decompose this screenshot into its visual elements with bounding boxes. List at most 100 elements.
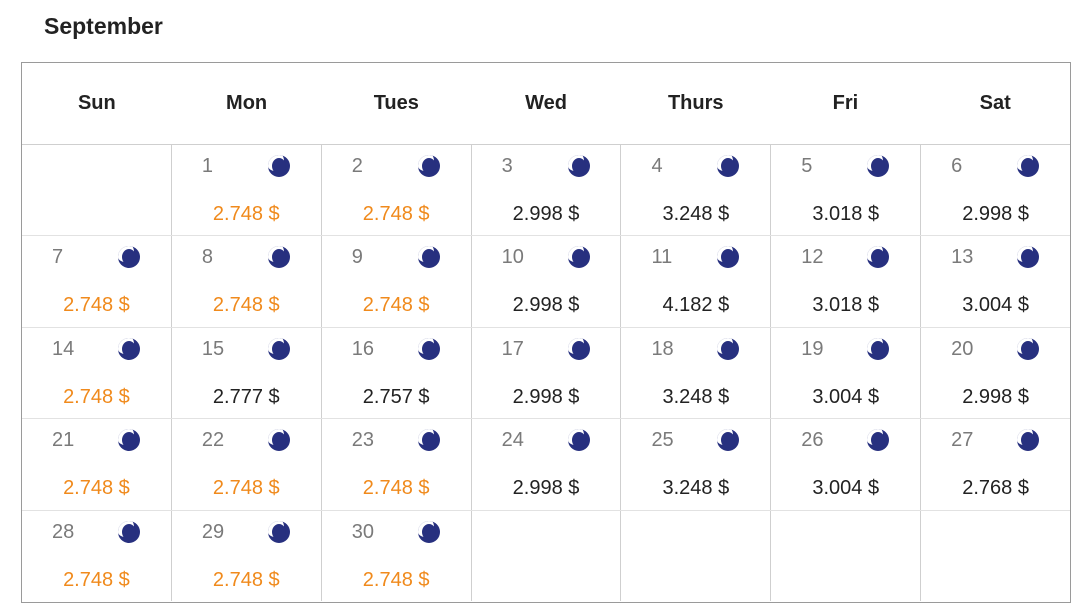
day-number: 22: [201, 429, 225, 452]
moon-icon: [118, 246, 140, 269]
calendar-day-cell[interactable]: 6 2.998 $: [920, 145, 1070, 236]
calendar-day-cell[interactable]: 17 2.998 $: [470, 327, 621, 419]
moon-icon: [567, 246, 590, 269]
day-price: 3.004 $: [812, 385, 880, 408]
calendar-day-cell[interactable]: 9 2.748 $: [320, 236, 471, 327]
day-price: 2.768 $: [962, 477, 1029, 500]
day-number: 4: [651, 155, 663, 177]
moon-icon: [567, 155, 590, 177]
day-number: 8: [201, 246, 213, 269]
calendar-day-cell[interactable]: 7 2.748 $: [22, 236, 171, 326]
calendar-day-cell[interactable]: 13 3.004 $: [920, 236, 1070, 327]
calendar-day-cell[interactable]: 27 2.768 $: [920, 419, 1070, 510]
day-price: 3.248 $: [662, 385, 730, 408]
day-number: 21: [52, 429, 75, 452]
day-price: 2.748 $: [63, 477, 130, 500]
day-price: 2.748 $: [63, 568, 130, 591]
day-number: 15: [201, 337, 225, 360]
calendar-week-row: 14 2.748 $ 15 2.777 $ 16 2.757 $ 17 2.998 $ 18 3.…: [22, 326, 1070, 419]
moon-icon: [567, 429, 590, 452]
moon-icon: [717, 155, 740, 177]
moon-icon: [417, 520, 440, 543]
day-price: 2.748 $: [212, 294, 280, 317]
day-number: 14: [52, 337, 75, 360]
calendar-day-cell[interactable]: 11 4.182 $: [620, 236, 770, 327]
empty-day-cell: [620, 510, 770, 601]
moon-icon: [867, 337, 890, 360]
moon-icon: [1017, 246, 1040, 269]
day-number: 23: [351, 429, 374, 452]
calendar-day-cell[interactable]: 28 2.748 $: [22, 511, 171, 601]
day-price: 2.748 $: [362, 568, 430, 591]
calendar-grid: 1 2.748 $ 2 2.748 $ 3 2.998 $ 4 3.248 $ 5 3.018 $…: [22, 144, 1070, 601]
calendar-day-cell[interactable]: 30 2.748 $: [320, 510, 471, 601]
day-price: 2.748 $: [212, 477, 280, 500]
moon-icon: [1017, 429, 1040, 452]
calendar-day-cell[interactable]: 18 3.248 $: [620, 327, 770, 419]
calendar-day-cell[interactable]: 2 2.748 $: [320, 145, 471, 236]
day-number: 29: [201, 520, 225, 543]
weekday-header: Tues: [373, 92, 419, 114]
day-number: 27: [951, 429, 974, 452]
day-price: 3.018 $: [812, 203, 880, 225]
moon-icon: [118, 520, 140, 543]
calendar-day-cell[interactable]: 16 2.757 $: [320, 327, 471, 419]
calendar-day-cell[interactable]: 14 2.748 $: [22, 328, 171, 418]
moon-icon: [267, 429, 290, 452]
moon-icon: [267, 337, 290, 360]
calendar-day-cell[interactable]: 3 2.998 $: [470, 145, 621, 236]
calendar-week-row: 1 2.748 $ 2 2.748 $ 3 2.998 $ 4 3.248 $ 5 3.018 $…: [22, 144, 1070, 236]
calendar-day-cell[interactable]: 8 2.748 $: [170, 236, 321, 327]
empty-day-cell: [770, 510, 920, 601]
day-number: 20: [951, 337, 974, 360]
calendar-day-cell[interactable]: 26 3.004 $: [770, 419, 920, 510]
calendar-day-cell[interactable]: 21 2.748 $: [22, 419, 171, 509]
calendar-day-cell[interactable]: 5 3.018 $: [770, 145, 920, 236]
calendar-day-cell[interactable]: 4 3.248 $: [620, 145, 770, 236]
moon-icon: [267, 520, 290, 543]
day-price: 2.748 $: [212, 568, 280, 591]
day-number: 6: [951, 155, 963, 177]
day-price: 2.748 $: [362, 477, 430, 500]
day-price: 2.748 $: [63, 294, 130, 317]
calendar-day-cell[interactable]: 10 2.998 $: [470, 236, 621, 327]
calendar-day-cell[interactable]: 1 2.748 $: [170, 145, 321, 236]
moon-icon: [267, 155, 290, 177]
day-number: 25: [651, 429, 674, 452]
empty-day-cell: [470, 510, 621, 601]
day-price: 2.998 $: [512, 385, 580, 408]
day-number: 18: [651, 337, 674, 360]
day-price: 3.248 $: [662, 203, 730, 225]
day-price: 3.018 $: [812, 294, 880, 317]
day-number: 9: [351, 246, 363, 269]
day-number: 17: [501, 337, 524, 360]
day-price: 2.998 $: [512, 477, 580, 500]
day-price: 2.998 $: [962, 203, 1029, 225]
weekday-header: Thurs: [667, 92, 724, 114]
calendar-day-cell[interactable]: 23 2.748 $: [320, 419, 471, 510]
calendar-day-cell[interactable]: 24 2.998 $: [470, 419, 621, 510]
day-price: 3.248 $: [662, 477, 730, 500]
weekday-header: Sat: [979, 92, 1011, 114]
moon-icon: [417, 429, 440, 452]
moon-icon: [867, 155, 890, 177]
day-number: 28: [52, 520, 75, 543]
moon-icon: [567, 337, 590, 360]
calendar-week-row: 28 2.748 $ 29 2.748 $ 30 2.748 $: [22, 509, 1070, 601]
weekday-header-row: Sun Mon Tues Wed Thurs Fri Sat: [22, 63, 1070, 144]
day-price: 2.998 $: [962, 385, 1029, 408]
calendar-day-cell[interactable]: 29 2.748 $: [170, 510, 321, 601]
weekday-header: Mon: [226, 92, 268, 114]
calendar-day-cell[interactable]: 22 2.748 $: [170, 419, 321, 510]
moon-icon: [1017, 337, 1040, 360]
calendar-week-row: 21 2.748 $ 22 2.748 $ 23 2.748 $ 24 2.998 $ 25 3.…: [22, 418, 1070, 510]
day-price: 2.998 $: [512, 203, 580, 225]
moon-icon: [867, 429, 890, 452]
weekday-header: Sun: [77, 92, 116, 114]
calendar-day-cell[interactable]: 20 2.998 $: [920, 327, 1070, 419]
calendar-day-cell[interactable]: 25 3.248 $: [620, 419, 770, 510]
calendar-day-cell[interactable]: 12 3.018 $: [770, 236, 920, 327]
moon-icon: [118, 429, 140, 452]
calendar-day-cell[interactable]: 15 2.777 $: [170, 327, 321, 419]
calendar-day-cell[interactable]: 19 3.004 $: [770, 327, 920, 419]
